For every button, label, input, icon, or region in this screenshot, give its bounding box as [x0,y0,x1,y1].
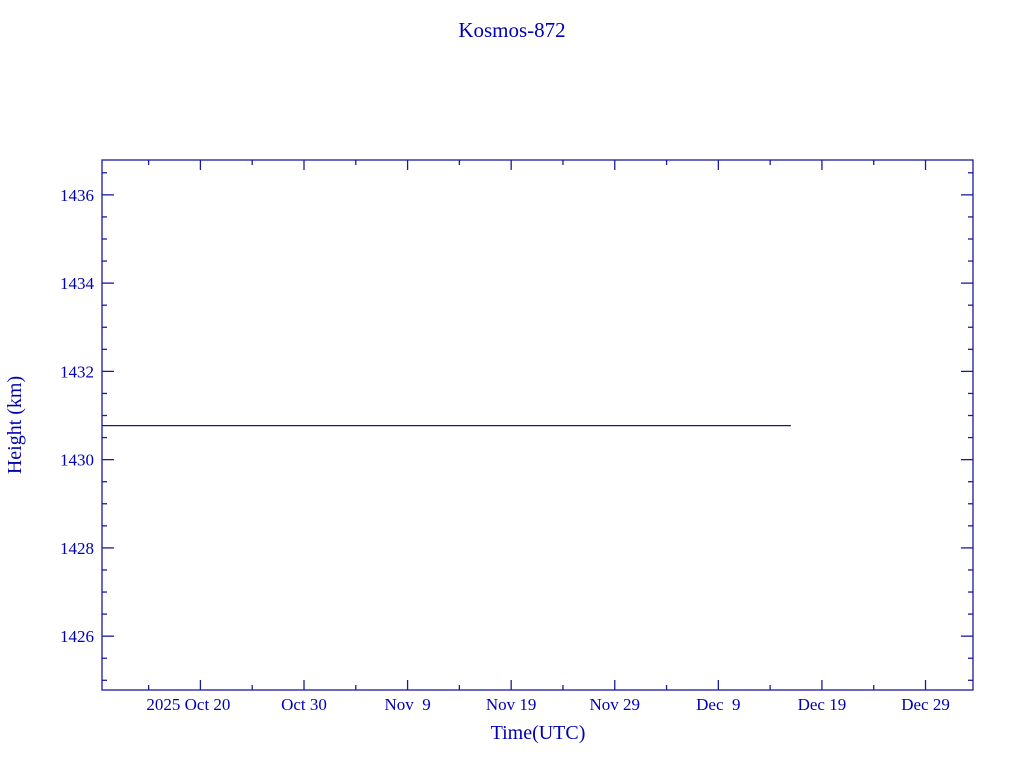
axes: 2025 Oct 20 Oct 30 Nov 9 Nov 19 Nov 29 Dec 9 D… [60,159,974,714]
y-axis-label: Height (km) [4,376,26,474]
y-tick-label: 1436 [60,186,94,205]
x-axis-label: Time(UTC) [491,722,586,744]
x-tick-label: Dec 29 [901,695,950,714]
x-tick-label: 2025 Oct 20 [146,695,230,714]
x-tick-label: Nov 29 [589,695,640,714]
y-tick-label: 1426 [60,627,94,646]
x-tick-label: Nov 19 [486,695,537,714]
y-tick-label: 1432 [60,362,94,381]
x-tick-label: Nov 9 [384,695,430,714]
x-tick-label: Dec 9 [696,695,740,714]
chart-title: Kosmos-872 [458,18,565,42]
y-tick-label: 1430 [60,451,94,470]
y-tick-label: 1434 [60,274,95,293]
x-tick-label: Dec 19 [798,695,847,714]
x-tick-label: Oct 30 [281,695,327,714]
plot-frame [101,159,974,691]
y-tick-label: 1428 [60,539,94,558]
